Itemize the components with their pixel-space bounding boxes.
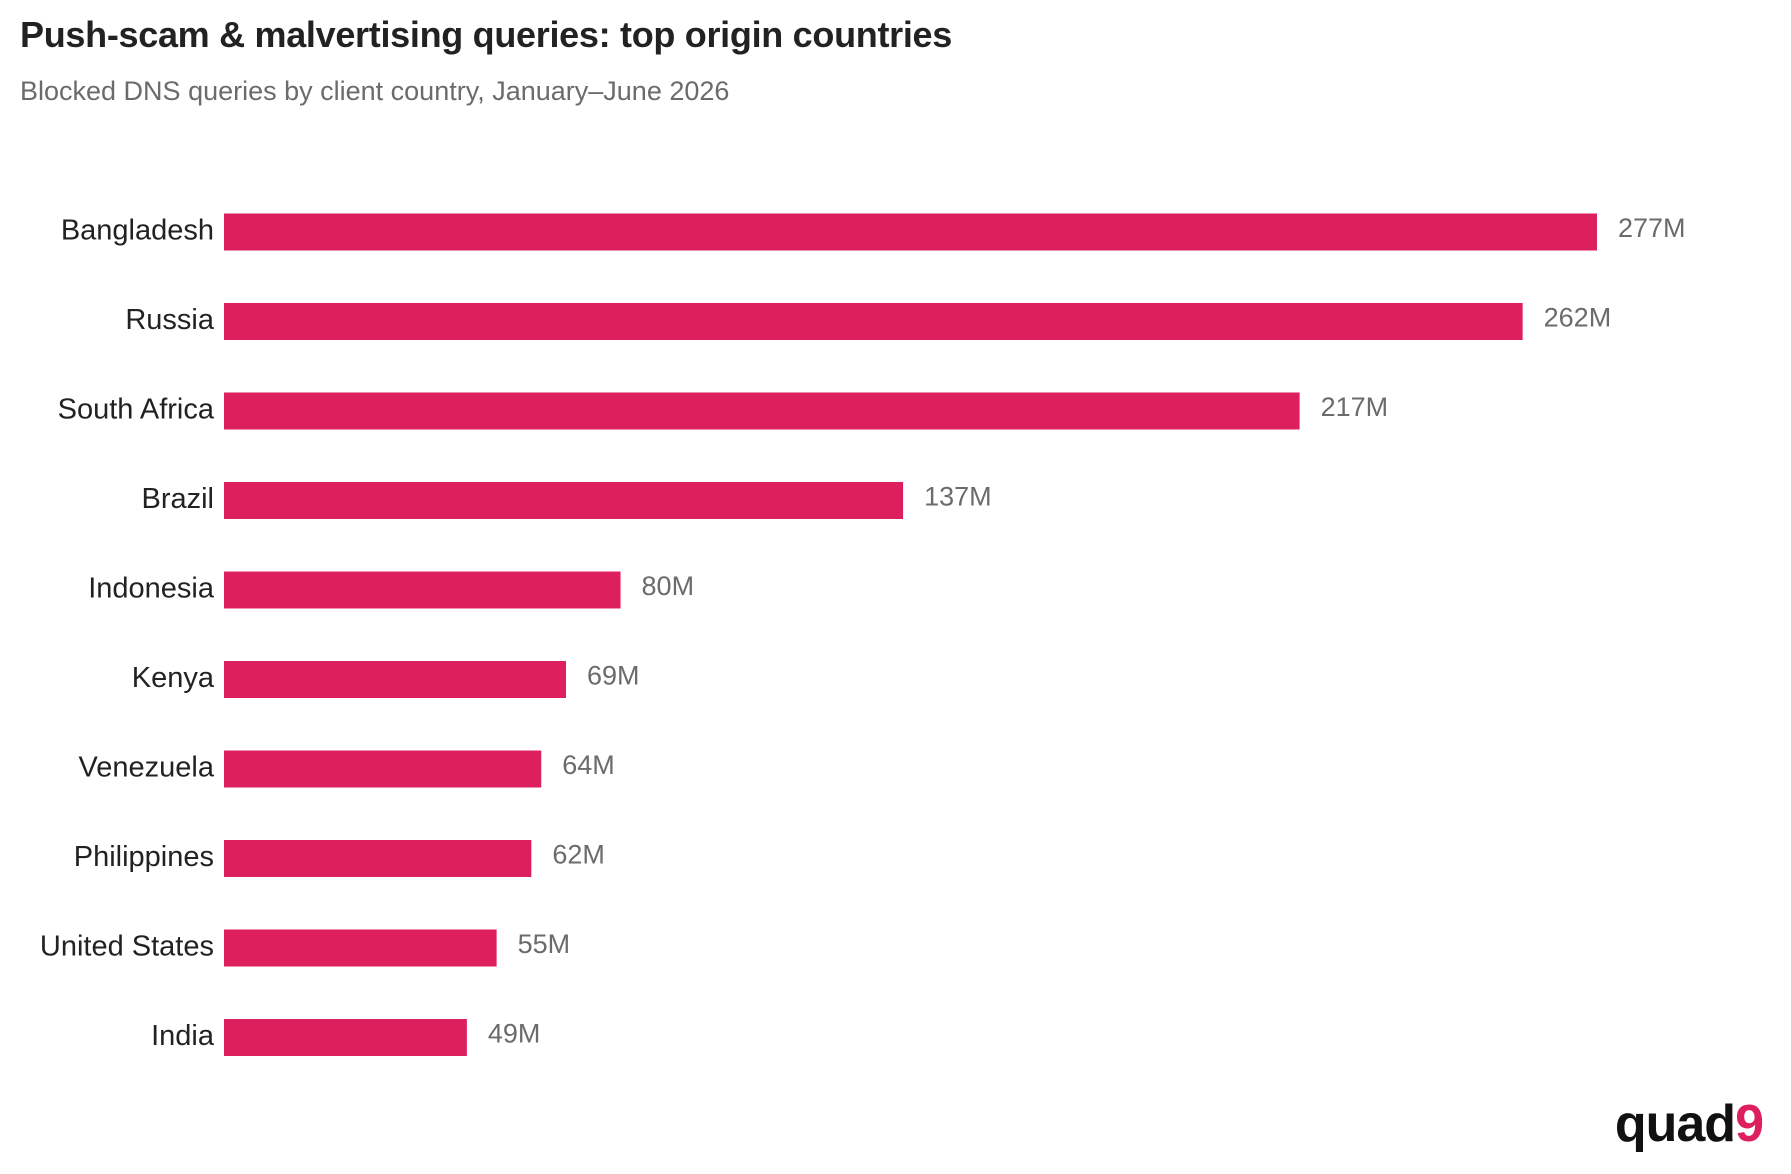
bar-bangladesh	[224, 213, 1597, 251]
category-label: Philippines	[74, 841, 214, 873]
bar-indonesia	[224, 571, 621, 609]
value-label: 137M	[924, 482, 992, 512]
bar-russia	[224, 303, 1523, 340]
category-label: United States	[40, 931, 214, 963]
category-label: South Africa	[58, 394, 215, 426]
value-label: 64M	[562, 750, 615, 780]
quad9-logo: quad9	[1614, 1094, 1764, 1154]
value-label: 55M	[518, 929, 571, 959]
value-label: 217M	[1321, 392, 1389, 422]
value-label: 80M	[642, 571, 695, 601]
category-label: Indonesia	[88, 573, 215, 605]
logo-word: quad	[1614, 1095, 1736, 1153]
bar-venezuela	[224, 750, 542, 788]
bar-south-africa	[224, 392, 1300, 430]
value-label: 69M	[587, 661, 640, 691]
value-label: 62M	[552, 840, 605, 870]
category-label: Kenya	[132, 662, 215, 694]
category-label: Brazil	[141, 483, 214, 515]
value-label: 277M	[1618, 213, 1686, 243]
chart-subtitle: Blocked DNS queries by client country, J…	[20, 76, 730, 106]
bar-kenya	[224, 661, 567, 698]
category-label: Bangladesh	[61, 215, 214, 247]
value-label: 49M	[488, 1019, 541, 1049]
category-label: Russia	[125, 304, 215, 336]
bar-india	[224, 1019, 467, 1056]
bar-united-states	[224, 929, 497, 967]
bar-philippines	[224, 840, 532, 877]
category-label: Venezuela	[79, 752, 215, 784]
bar-brazil	[224, 482, 904, 519]
category-label: India	[151, 1020, 215, 1052]
chart-title: Push-scam & malvertising queries: top or…	[20, 14, 952, 55]
logo-mark: 9	[1735, 1095, 1764, 1153]
value-label: 262M	[1544, 303, 1612, 333]
